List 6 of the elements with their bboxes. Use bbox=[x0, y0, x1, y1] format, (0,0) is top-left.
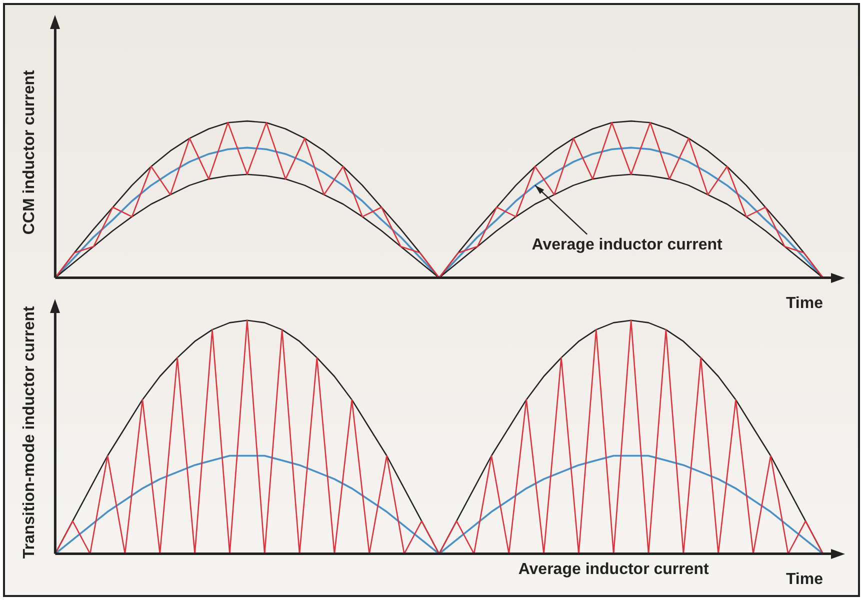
x-axis-title: Time bbox=[786, 294, 824, 312]
y-axis-title: CCM inductor current bbox=[21, 70, 38, 235]
annotation: Average inductor current bbox=[532, 236, 724, 254]
y-axis-title: Transition-mode inductor current bbox=[21, 306, 38, 559]
x-axis-title: Time bbox=[786, 570, 824, 588]
text: Average inductor current bbox=[518, 561, 710, 578]
